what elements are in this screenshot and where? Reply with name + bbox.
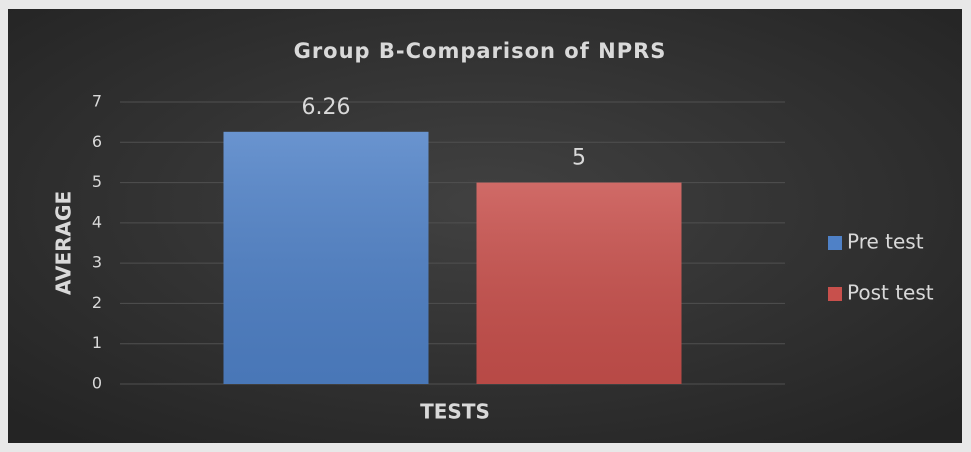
y-tick-label: 3 bbox=[92, 253, 102, 272]
data-label: 6.26 bbox=[302, 95, 351, 120]
y-tick-label: 6 bbox=[92, 132, 102, 151]
chart-title: Group B-Comparison of NPRS bbox=[294, 39, 667, 63]
y-tick-label: 2 bbox=[92, 293, 102, 312]
y-tick-label: 7 bbox=[92, 92, 102, 111]
legend-label: Post test bbox=[847, 281, 934, 305]
y-tick-label: 1 bbox=[92, 333, 102, 352]
legend-swatch bbox=[828, 236, 842, 250]
y-axis-label: AVERAGE bbox=[52, 191, 76, 295]
y-tick-label: 0 bbox=[92, 374, 102, 393]
bar-shade bbox=[476, 182, 682, 384]
y-tick-label: 5 bbox=[92, 172, 102, 191]
bar-shade bbox=[223, 131, 429, 384]
data-label: 5 bbox=[572, 146, 586, 171]
legend-swatch bbox=[828, 287, 842, 301]
x-axis-label: TESTS bbox=[420, 400, 490, 424]
legend-label: Pre test bbox=[847, 230, 924, 254]
y-tick-label: 4 bbox=[92, 212, 102, 231]
